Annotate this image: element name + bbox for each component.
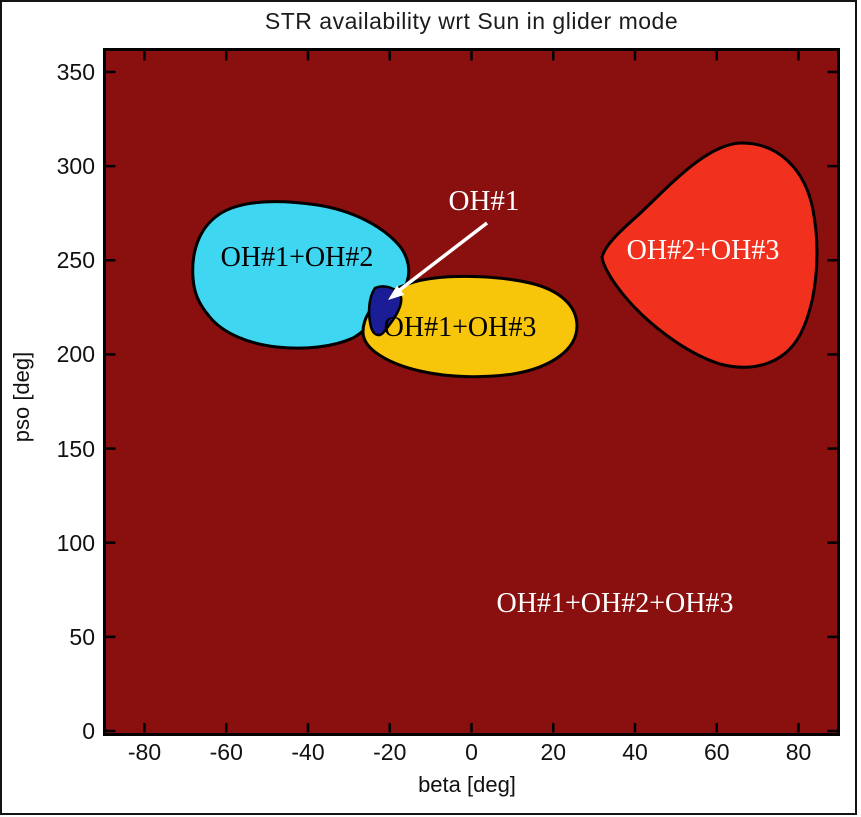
x-tick-label: -20 — [373, 739, 407, 765]
y-tick-label: 50 — [69, 623, 95, 650]
y-tick-label: 100 — [56, 529, 95, 556]
x-tick-label: -80 — [127, 739, 162, 765]
label-oh1-oh3: OH#1+OH#3 — [384, 312, 537, 343]
plot-area: OH#1+OH#2 OH#1+OH#3 OH#2+OH#3 OH#1 OH#1+… — [103, 48, 840, 736]
region-oh2-oh3 — [600, 141, 819, 369]
y-tick-label: 350 — [56, 58, 95, 85]
label-oh1: OH#1 — [449, 185, 520, 217]
region-oh1-oh3 — [361, 274, 579, 379]
label-oh1-oh2-oh3: OH#1+OH#2+OH#3 — [497, 588, 734, 619]
x-tick-label: 60 — [703, 739, 730, 765]
x-tick-label: 20 — [540, 739, 567, 765]
y-tick-label: 150 — [56, 435, 95, 462]
label-oh2-oh3: OH#2+OH#3 — [627, 235, 780, 266]
x-tick-label: 80 — [785, 739, 812, 765]
y-tick-label: 0 — [82, 718, 95, 744]
x-tick-label: 0 — [465, 739, 478, 765]
oh1-annotation-arrow — [388, 221, 489, 300]
y-tick-label: 300 — [56, 153, 95, 180]
x-tick-label: -40 — [291, 739, 325, 765]
y-tick-label: 250 — [56, 247, 95, 274]
x-tick-label: 40 — [622, 739, 648, 765]
label-oh1-oh2: OH#1+OH#2 — [221, 242, 374, 273]
axis-ticks — [106, 51, 837, 733]
axes-frame — [103, 48, 840, 736]
x-axis-label: beta [deg] — [418, 772, 516, 797]
y-axis-label: pso [deg] — [9, 351, 34, 443]
y-tick-label: 200 — [56, 341, 95, 368]
x-tick-label: -60 — [209, 739, 243, 765]
chart-title: STR availability wrt Sun in glider mode — [264, 8, 679, 34]
